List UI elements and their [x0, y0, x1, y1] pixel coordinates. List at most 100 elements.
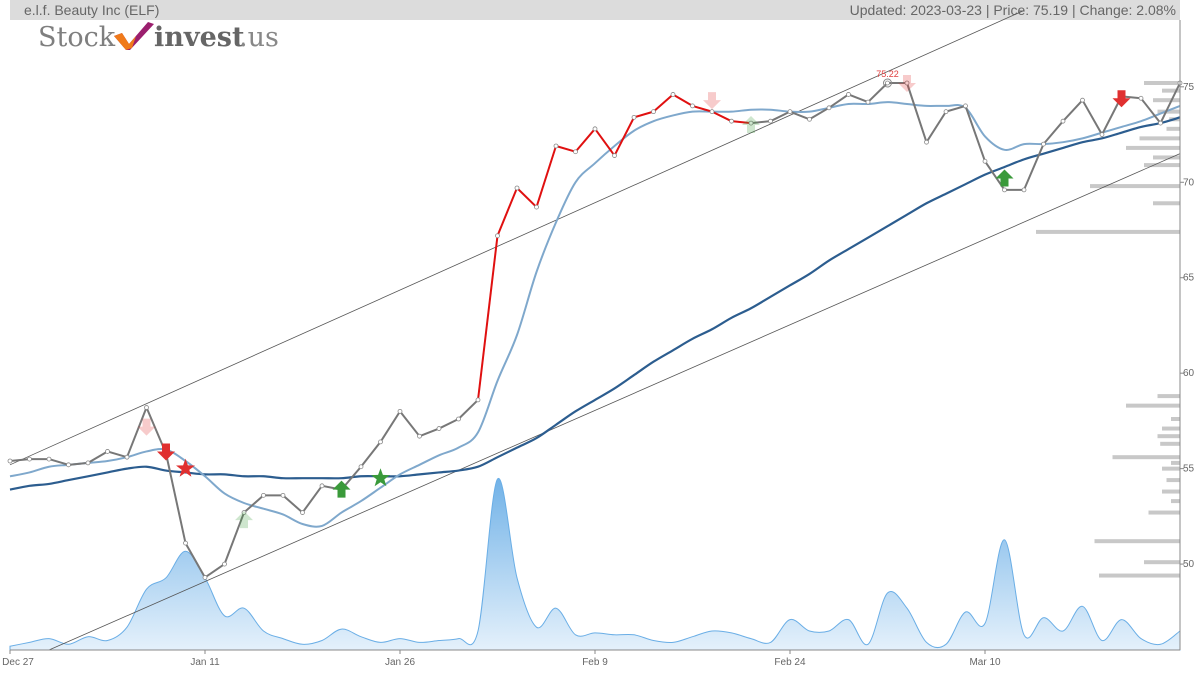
price-point [183, 540, 188, 546]
price-point [963, 103, 968, 109]
price-point [651, 109, 656, 115]
volume-area-shape [9, 478, 1181, 651]
volume-area [9, 478, 1181, 651]
price-segment [692, 104, 713, 113]
price-point [222, 561, 227, 567]
sell-star-signal [176, 458, 195, 477]
faded-sell-signal [137, 418, 156, 436]
price-segment [360, 441, 382, 468]
price-point [885, 80, 890, 86]
price-point [436, 426, 442, 431]
volume-profile-bar [1036, 229, 1180, 234]
price-point [982, 158, 988, 164]
volume-profile-bar [1162, 426, 1180, 431]
price-segment [184, 542, 206, 578]
price-point [709, 109, 715, 115]
price-segment [438, 418, 459, 430]
price-point [1080, 97, 1085, 103]
price-point [1099, 132, 1105, 137]
volume-profile-bar [1090, 184, 1180, 189]
y-tick-label: 55 [1183, 464, 1195, 475]
price-point [514, 185, 520, 191]
chart-title: e.l.f. Beauty Inc (ELF) [24, 2, 160, 18]
price-segment [223, 512, 245, 565]
long-moving-average [9, 116, 1181, 491]
volume-profile-bar [1166, 478, 1180, 483]
price-segment [555, 145, 576, 153]
logo-text-stock: Stock [38, 22, 116, 53]
price-segment [419, 427, 440, 438]
price-point [612, 153, 617, 158]
price-point [46, 456, 52, 462]
price-segment [594, 128, 616, 157]
x-tick-label: Dec 27 [2, 657, 34, 668]
price-point [924, 139, 929, 145]
volume-profile-bar [1157, 394, 1180, 399]
price-segment [672, 93, 694, 107]
price-segment [711, 110, 732, 123]
price-segment [770, 110, 791, 123]
price-point [495, 233, 500, 239]
price-segment [165, 453, 187, 544]
volume-profile-bar [1153, 201, 1180, 206]
price-point [592, 126, 598, 132]
price-point [27, 456, 32, 462]
volume-profile-bar [1171, 417, 1180, 421]
price-point [865, 99, 871, 105]
price-point [417, 433, 422, 439]
price-segment [808, 106, 830, 121]
price-segment [828, 93, 850, 109]
price-segment [1023, 143, 1045, 191]
price-segment [204, 563, 226, 579]
peak-price-label: 75.22 [876, 69, 899, 79]
price-point [904, 80, 910, 86]
price-point [7, 458, 13, 464]
price-point [85, 460, 91, 466]
price-point [261, 492, 266, 498]
price-segment [652, 93, 674, 113]
price-line [7, 78, 1183, 580]
volume-profile-bar [1162, 88, 1180, 93]
buy-arrow-signal [332, 480, 351, 498]
price-segment [633, 110, 654, 119]
price-point [943, 109, 949, 115]
volume-profile-bar [1112, 455, 1180, 460]
price-point [105, 449, 110, 454]
price-segment [126, 407, 148, 458]
volume-profile-bar [1099, 573, 1180, 578]
price-segment [243, 494, 265, 514]
x-tick-label: Feb 9 [582, 657, 608, 668]
price-point [1021, 187, 1027, 193]
price-point [768, 118, 773, 124]
price-status: Updated: 2023-03-23 | Price: 75.19 | Cha… [849, 2, 1176, 18]
price-segment [87, 450, 109, 464]
price-segment [964, 105, 986, 162]
price-segment [789, 110, 810, 121]
y-tick-label: 70 [1183, 177, 1195, 188]
price-point [1060, 118, 1066, 124]
volume-profile-bar [1144, 560, 1180, 565]
price-point [378, 439, 383, 445]
price-segment [68, 461, 89, 466]
volume-profile-bar [1144, 163, 1180, 168]
faded-buy-signal [235, 511, 253, 529]
x-tick-label: Feb 24 [774, 657, 806, 668]
trend-channel-upper [9, 10, 1025, 466]
price-segment [1159, 82, 1181, 124]
price-segment [301, 485, 323, 514]
signal-markers [137, 75, 1131, 529]
price-segment [107, 450, 128, 459]
price-point [534, 204, 539, 210]
price-segment [1042, 120, 1064, 145]
volume-profile-bar [1126, 403, 1180, 408]
price-segment [1081, 99, 1103, 136]
price-point [1002, 187, 1007, 193]
axes: Dec 27 Jan 11 Jan 26 Feb 9 Feb 24 Mar 10 50 55… [2, 20, 1195, 668]
price-segment [945, 104, 966, 113]
logo-text-invest: invest [154, 22, 245, 53]
price-point [670, 92, 676, 97]
x-axis-ticks: Dec 27 Jan 11 Jan 26 Feb 9 Feb 24 Mar 10 [2, 650, 1001, 668]
sell-arrow-signal [1112, 90, 1131, 108]
price-point [358, 464, 364, 470]
trend-channel-lower [48, 153, 1181, 651]
